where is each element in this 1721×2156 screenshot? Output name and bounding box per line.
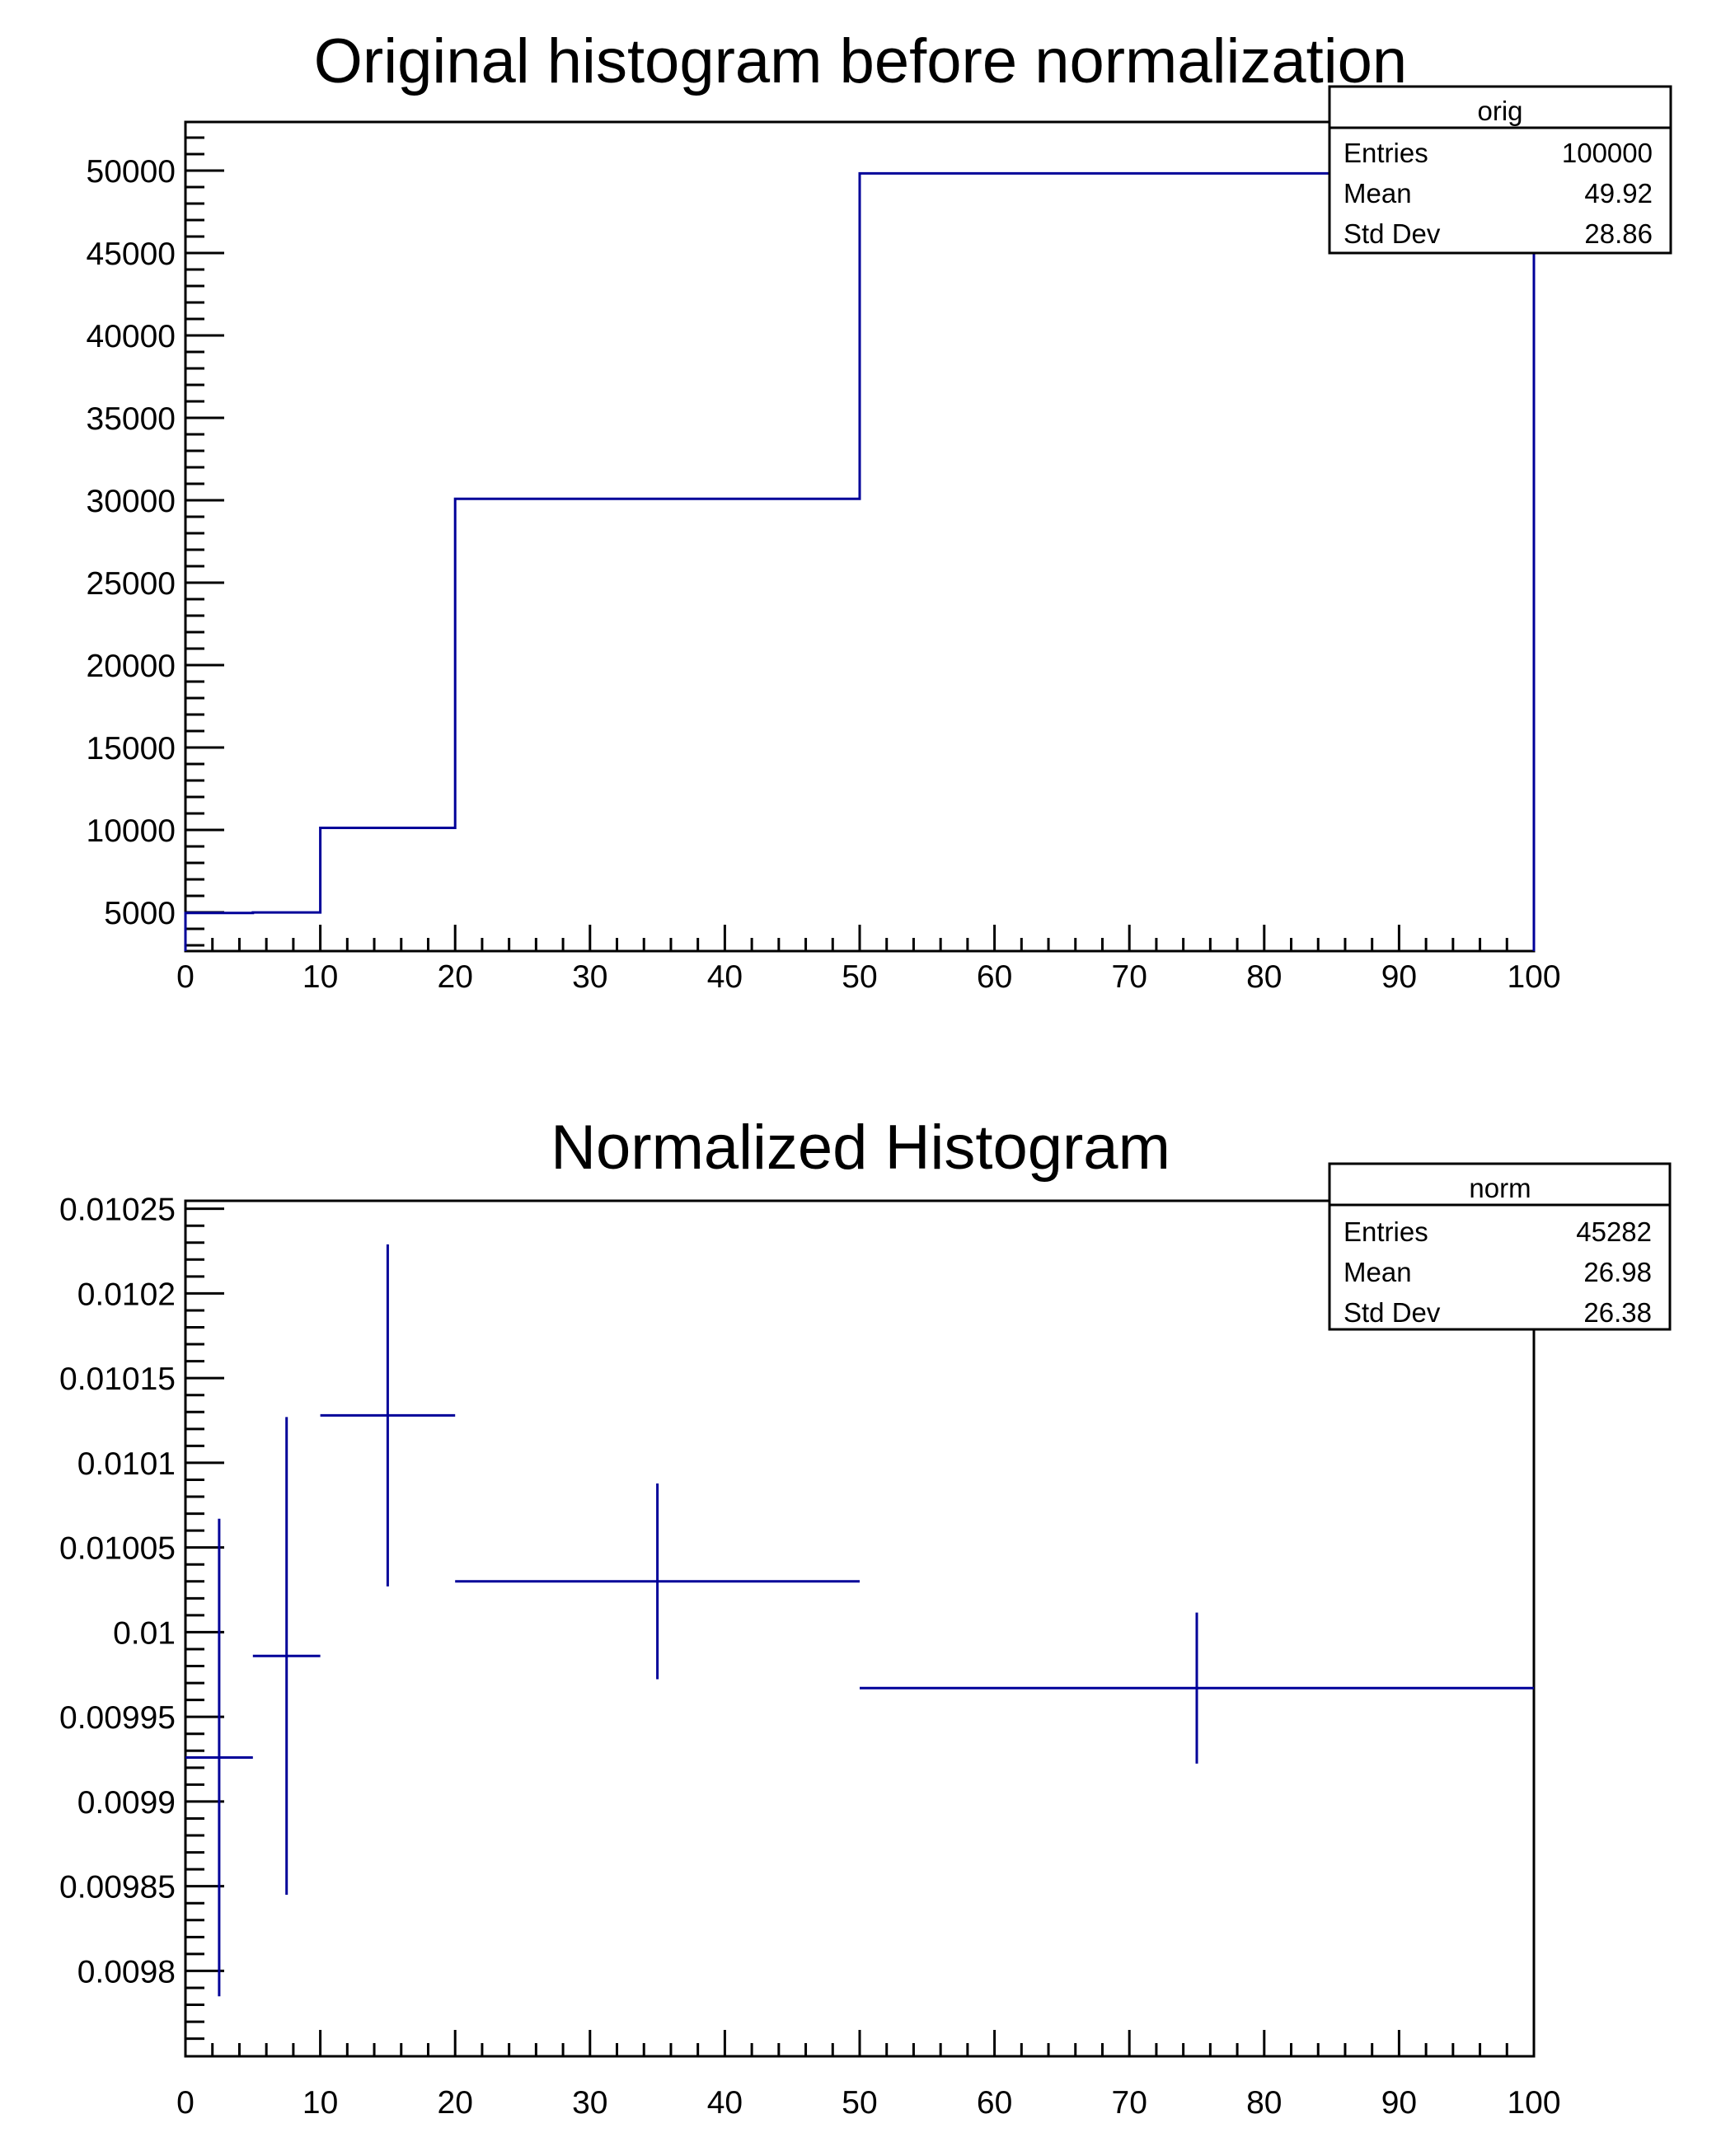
y-tick-label: 0.01 [113, 1615, 176, 1651]
stats-stddev-label: Std Dev [1344, 1297, 1441, 1328]
y-tick-label: 5000 [104, 896, 176, 931]
y-tick-label: 0.0101 [77, 1446, 176, 1482]
stats-box-title: norm [1469, 1173, 1531, 1203]
x-tick-label: 50 [842, 959, 877, 995]
x-tick-label: 20 [438, 959, 473, 995]
y-tick-label: 30000 [87, 484, 176, 519]
stats-stddev-value: 26.38 [1583, 1297, 1652, 1328]
x-tick-label: 90 [1381, 2085, 1417, 2121]
top-chart-title: Original histogram before normalization [314, 26, 1407, 96]
x-tick-label: 20 [438, 2085, 473, 2121]
stats-mean-label: Mean [1344, 1257, 1412, 1287]
y-tick-label: 35000 [87, 401, 176, 437]
y-tick-label: 40000 [87, 319, 176, 354]
stats-entries-label: Entries [1344, 138, 1428, 168]
histogram-step-line [184, 171, 1536, 951]
bottom-chart-title: Normalized Histogram [551, 1113, 1170, 1183]
x-tick-label: 60 [977, 959, 1012, 995]
x-tick-label: 80 [1246, 2085, 1282, 2121]
x-tick-label: 100 [1507, 959, 1560, 995]
x-tick-label: 60 [977, 2085, 1012, 2121]
stats-entries-value: 100000 [1562, 138, 1653, 168]
top-chart-axes: 0 10 20 30 40 50 60 70 80 90 100 5000 10000 15000 2000… [87, 120, 1561, 995]
stats-box-frame [1328, 85, 1672, 255]
stats-entries-label: Entries [1344, 1216, 1428, 1247]
stats-mean-label: Mean [1344, 178, 1412, 209]
y-tick-label: 0.01025 [59, 1193, 176, 1228]
y-tick-label: 0.01015 [59, 1362, 176, 1397]
stats-box-frame [1328, 1162, 1672, 1331]
y-tick-label: 10000 [87, 813, 176, 849]
stats-mean-value: 26.98 [1583, 1257, 1652, 1287]
y-tick-label: 0.01005 [59, 1531, 176, 1567]
stats-entries-value: 45282 [1576, 1216, 1652, 1247]
x-tick-label: 70 [1112, 959, 1147, 995]
y-tick-label: 45000 [87, 237, 176, 272]
x-tick-label: 30 [572, 959, 607, 995]
y-tick-label: 25000 [87, 566, 176, 602]
y-tick-label: 15000 [87, 731, 176, 766]
x-tick-label: 0 [176, 959, 195, 995]
y-tick-label: 0.0098 [77, 1954, 176, 1990]
x-tick-label: 10 [302, 2085, 338, 2121]
x-tick-label: 40 [707, 959, 743, 995]
bottom-pad: Normalized Histogram 0 10 20 30 40 50 60 70 80 90… [59, 1113, 1672, 2121]
stats-mean-value: 49.92 [1584, 178, 1653, 209]
x-tick-label: 100 [1507, 2085, 1560, 2121]
y-tick-label: 0.0099 [77, 1785, 176, 1821]
top-pad: Original histogram before normalization … [87, 26, 1672, 995]
stats-stddev-value: 28.86 [1584, 218, 1653, 249]
stats-stddev-label: Std Dev [1344, 218, 1441, 249]
x-tick-label: 0 [176, 2085, 195, 2121]
bottom-chart-errorbars [185, 1244, 1534, 1997]
x-tick-label: 70 [1112, 2085, 1147, 2121]
x-tick-label: 30 [572, 2085, 607, 2121]
bottom-stats-box: norm Entries 45282 Mean 26.98 Std Dev 26… [1328, 1162, 1672, 1331]
x-tick-label: 40 [707, 2085, 743, 2121]
x-tick-label: 10 [302, 959, 338, 995]
stats-box-title: orig [1477, 96, 1522, 126]
top-stats-box: orig Entries 100000 Mean 49.92 Std Dev 2… [1328, 85, 1672, 255]
bottom-chart-axes: 0 10 20 30 40 50 60 70 80 90 100 0.0098 0.00985 0.009… [59, 1193, 1561, 2121]
y-tick-label: 20000 [87, 649, 176, 684]
x-tick-label: 50 [842, 2085, 877, 2121]
y-tick-label: 0.0102 [77, 1277, 176, 1312]
y-tick-label: 0.00995 [59, 1700, 176, 1736]
x-tick-label: 80 [1246, 959, 1282, 995]
x-tick-label: 90 [1381, 959, 1417, 995]
y-tick-label: 50000 [87, 154, 176, 190]
top-chart-histogram [184, 171, 1536, 951]
y-tick-label: 0.00985 [59, 1870, 176, 1905]
